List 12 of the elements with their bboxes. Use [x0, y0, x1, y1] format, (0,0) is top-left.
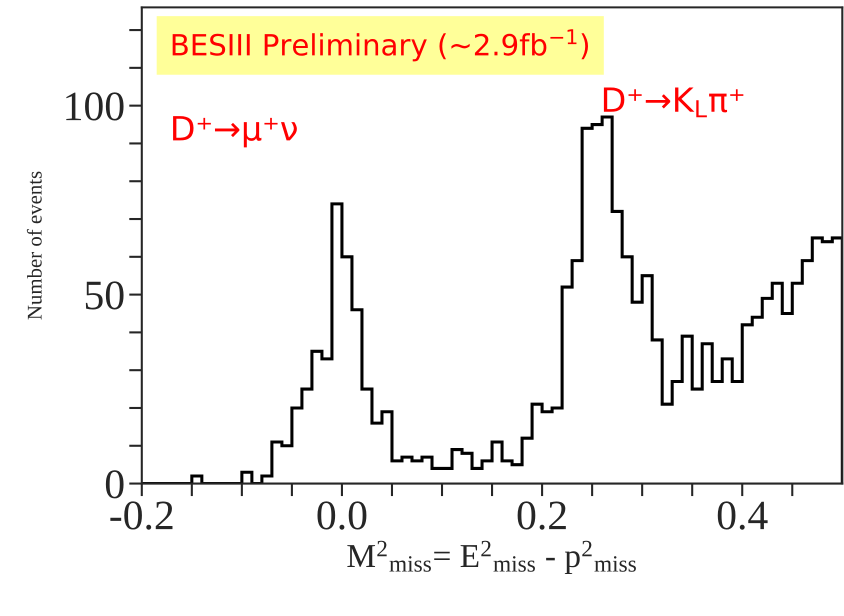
y-axis-title: Number of events — [26, 172, 42, 320]
y-tick-label: 100 — [66, 92, 124, 121]
annotation: D⁺→K$_{L}$π⁺ — [604, 87, 744, 118]
y-tick-label: 0 — [106, 470, 124, 498]
x-tick-label: 0.0 — [317, 501, 366, 530]
x-tick-label: 0.4 — [718, 501, 768, 530]
text: BESIII Preliminary (~2.9fb$^{−1}$) — [172, 29, 588, 62]
x-tick-label: 0.2 — [518, 501, 566, 530]
x-tick-label: -0.2 — [110, 501, 172, 530]
y-tick-label: 50 — [86, 281, 124, 310]
annotation: D⁺→μ⁺ν — [173, 116, 297, 148]
text: M$^{2}$$_{miss}$= E$^{2}$$_{miss}$ - p$^{2}$$_{miss}$ — [347, 540, 636, 574]
